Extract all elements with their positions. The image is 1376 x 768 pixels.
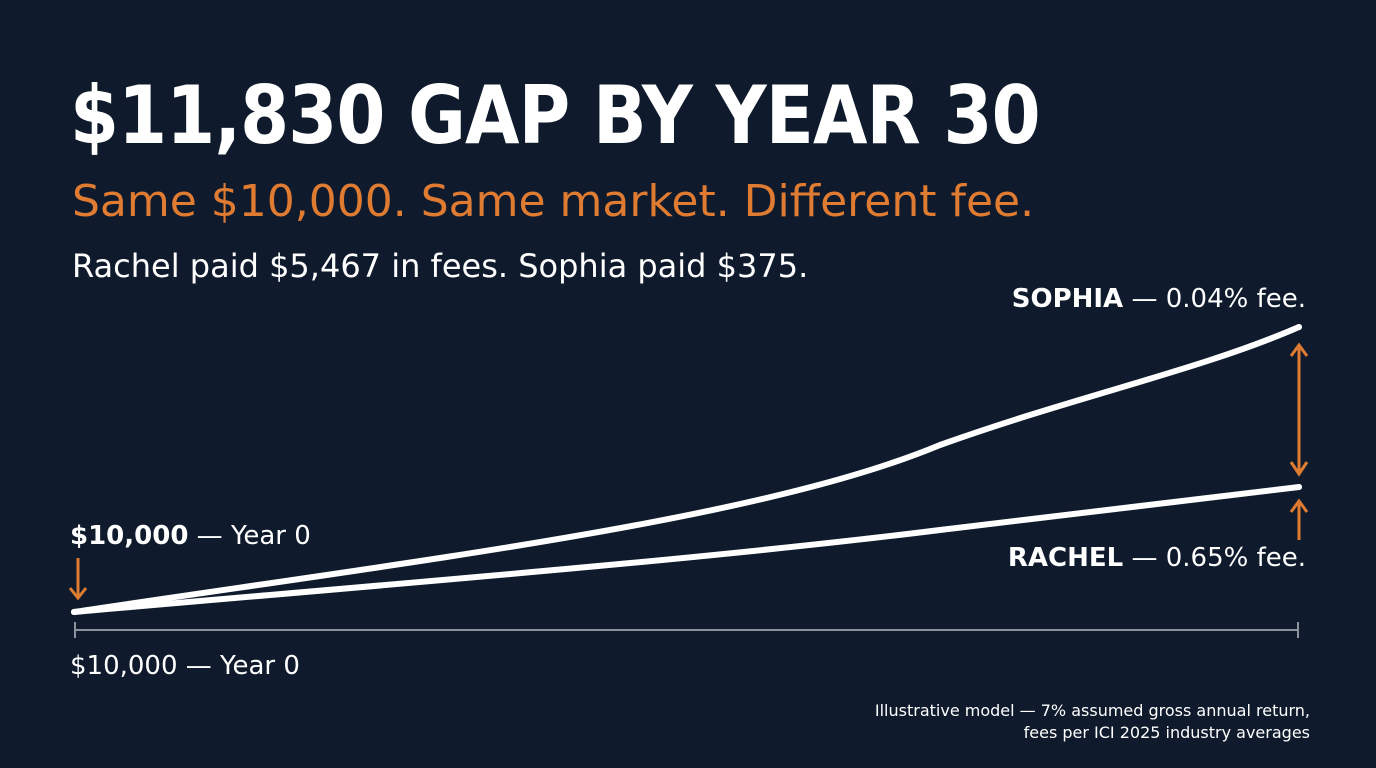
gap-arrow-head-bottom [1289, 461, 1309, 477]
series-endpoint-rachel [1296, 484, 1302, 490]
headline: $11,830 GAP BY YEAR 30 [70, 69, 1041, 162]
start-label: $10,000 — Year 0 [70, 519, 311, 553]
start-value: $10,000 [70, 521, 189, 551]
start-year: — Year 0 [188, 521, 311, 551]
sophia-fee: — 0.04% fee. [1123, 284, 1306, 314]
sophia-name: SOPHIA [1011, 284, 1124, 314]
x-axis [74, 622, 1299, 638]
rachel-fee: — 0.65% fee. [1123, 543, 1306, 573]
subheadline: Same $10,000. Same market. Different fee… [72, 176, 1035, 227]
footnote-line-1: Illustrative model — 7% assumed gross an… [874, 701, 1310, 720]
annotation-arrows [68, 342, 1309, 601]
start-arrow-head [68, 587, 88, 601]
fee-detail: Rachel paid $5,467 in fees. Sophia paid … [72, 247, 809, 285]
series-line-sophia [71, 324, 1302, 615]
series-startpoint [71, 609, 77, 615]
x-axis-start-label: $10,000 — Year 0 [70, 651, 300, 681]
rachel-arrow-head [1289, 498, 1309, 513]
sophia-label: SOPHIA — 0.04% fee. [1012, 282, 1306, 316]
rachel-name: RACHEL [1007, 543, 1124, 573]
series-endpoint-sophia [1296, 324, 1302, 330]
rachel-label: RACHEL — 0.65% fee. [1008, 541, 1306, 575]
footnote-line-2: fees per ICI 2025 industry averages [1023, 723, 1310, 742]
series-layer [71, 324, 1302, 615]
footnote: Illustrative model — 7% assumed gross an… [875, 700, 1310, 744]
gap-arrow-head-top [1289, 342, 1309, 357]
series-line-rachel [71, 484, 1302, 615]
